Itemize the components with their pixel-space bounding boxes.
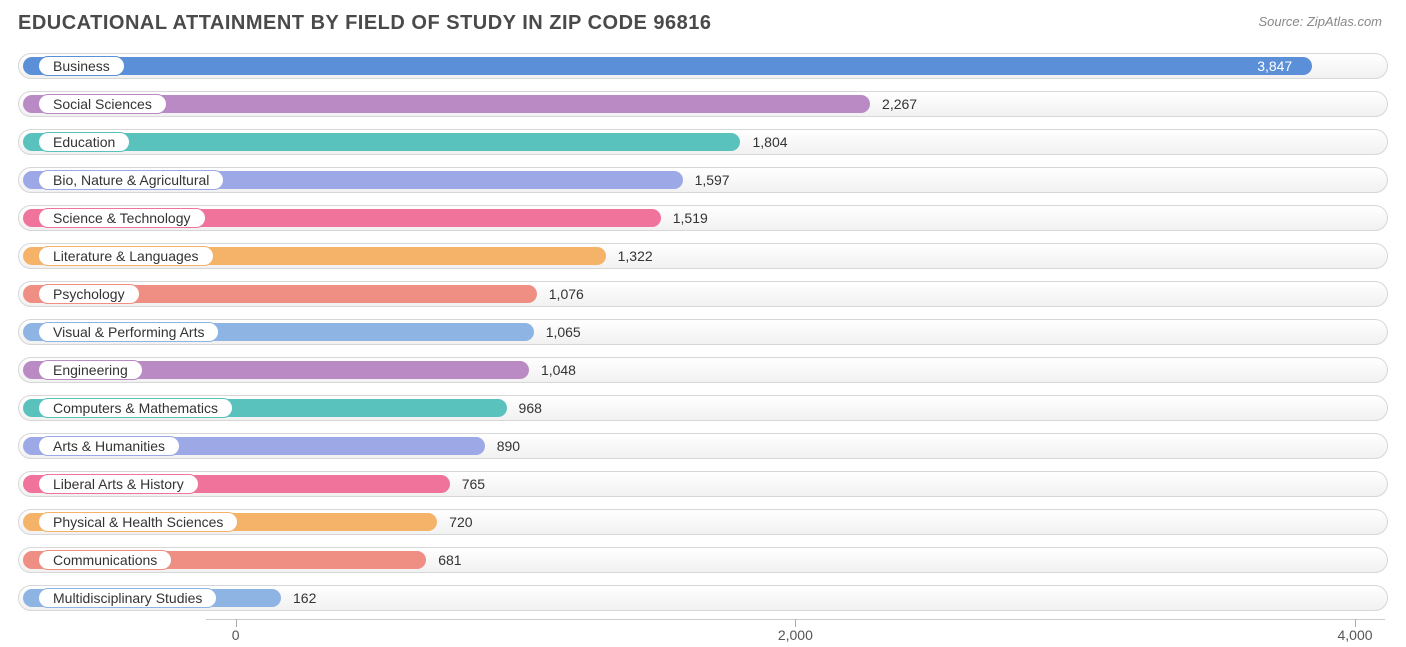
category-chip: Literature & Languages <box>38 246 214 266</box>
bar-value: 1,076 <box>549 277 584 311</box>
bar-value: 1,804 <box>752 125 787 159</box>
axis-tick <box>1355 619 1356 627</box>
bar-value: 1,519 <box>673 201 708 235</box>
bar-row: Engineering 1,048 <box>18 353 1388 387</box>
x-axis: 0 2,000 4,000 <box>18 619 1388 647</box>
category-chip: Liberal Arts & History <box>38 474 199 494</box>
category-chip: Visual & Performing Arts <box>38 322 219 342</box>
bar-row: Liberal Arts & History 765 <box>18 467 1388 501</box>
chart-source: Source: ZipAtlas.com <box>1258 14 1382 29</box>
bar-value: 765 <box>462 467 485 501</box>
axis-tick <box>236 619 237 627</box>
bar-row: Science & Technology 1,519 <box>18 201 1388 235</box>
category-chip: Multidisciplinary Studies <box>38 588 217 608</box>
bar-row: Education 1,804 <box>18 125 1388 159</box>
bar-value: 890 <box>497 429 520 463</box>
bar-row: Arts & Humanities 890 <box>18 429 1388 463</box>
axis-tick-label: 0 <box>232 627 240 643</box>
bar-value: 1,048 <box>541 353 576 387</box>
chart-area: Business 3,847 Social Sciences 2,267 Educati… <box>18 49 1388 647</box>
bar-row: Social Sciences 2,267 <box>18 87 1388 121</box>
bar-value: 681 <box>438 543 461 577</box>
category-chip: Education <box>38 132 130 152</box>
axis-tick-label: 4,000 <box>1337 627 1372 643</box>
category-chip: Business <box>38 56 125 76</box>
bar-value: 968 <box>519 391 542 425</box>
category-chip: Physical & Health Sciences <box>38 512 238 532</box>
category-chip: Computers & Mathematics <box>38 398 233 418</box>
chart-header: EDUCATIONAL ATTAINMENT BY FIELD OF STUDY… <box>18 12 1388 35</box>
category-chip: Bio, Nature & Agricultural <box>38 170 224 190</box>
chart-title: EDUCATIONAL ATTAINMENT BY FIELD OF STUDY… <box>18 12 712 35</box>
category-chip: Engineering <box>38 360 143 380</box>
bar-fill <box>23 57 1312 75</box>
bar-row: Computers & Mathematics 968 <box>18 391 1388 425</box>
bar-value: 1,322 <box>618 239 653 273</box>
bar-value: 1,597 <box>695 163 730 197</box>
category-chip: Science & Technology <box>38 208 206 228</box>
category-chip: Social Sciences <box>38 94 167 114</box>
bar-value: 1,065 <box>546 315 581 349</box>
category-chip: Arts & Humanities <box>38 436 180 456</box>
bar-value: 720 <box>449 505 472 539</box>
bar-value: 162 <box>293 581 316 615</box>
bar-row: Business 3,847 <box>18 49 1388 83</box>
bar-value: 2,267 <box>882 87 917 121</box>
bar-row: Multidisciplinary Studies 162 <box>18 581 1388 615</box>
bar-row: Psychology 1,076 <box>18 277 1388 311</box>
bar-row: Visual & Performing Arts 1,065 <box>18 315 1388 349</box>
axis-tick-label: 2,000 <box>778 627 813 643</box>
bar-row: Communications 681 <box>18 543 1388 577</box>
bar-fill <box>23 133 740 151</box>
bar-row: Physical & Health Sciences 720 <box>18 505 1388 539</box>
bar-row: Literature & Languages 1,322 <box>18 239 1388 273</box>
category-chip: Communications <box>38 550 172 570</box>
axis-tick <box>795 619 796 627</box>
category-chip: Psychology <box>38 284 140 304</box>
bar-row: Bio, Nature & Agricultural 1,597 <box>18 163 1388 197</box>
bar-value: 3,847 <box>1257 49 1292 83</box>
